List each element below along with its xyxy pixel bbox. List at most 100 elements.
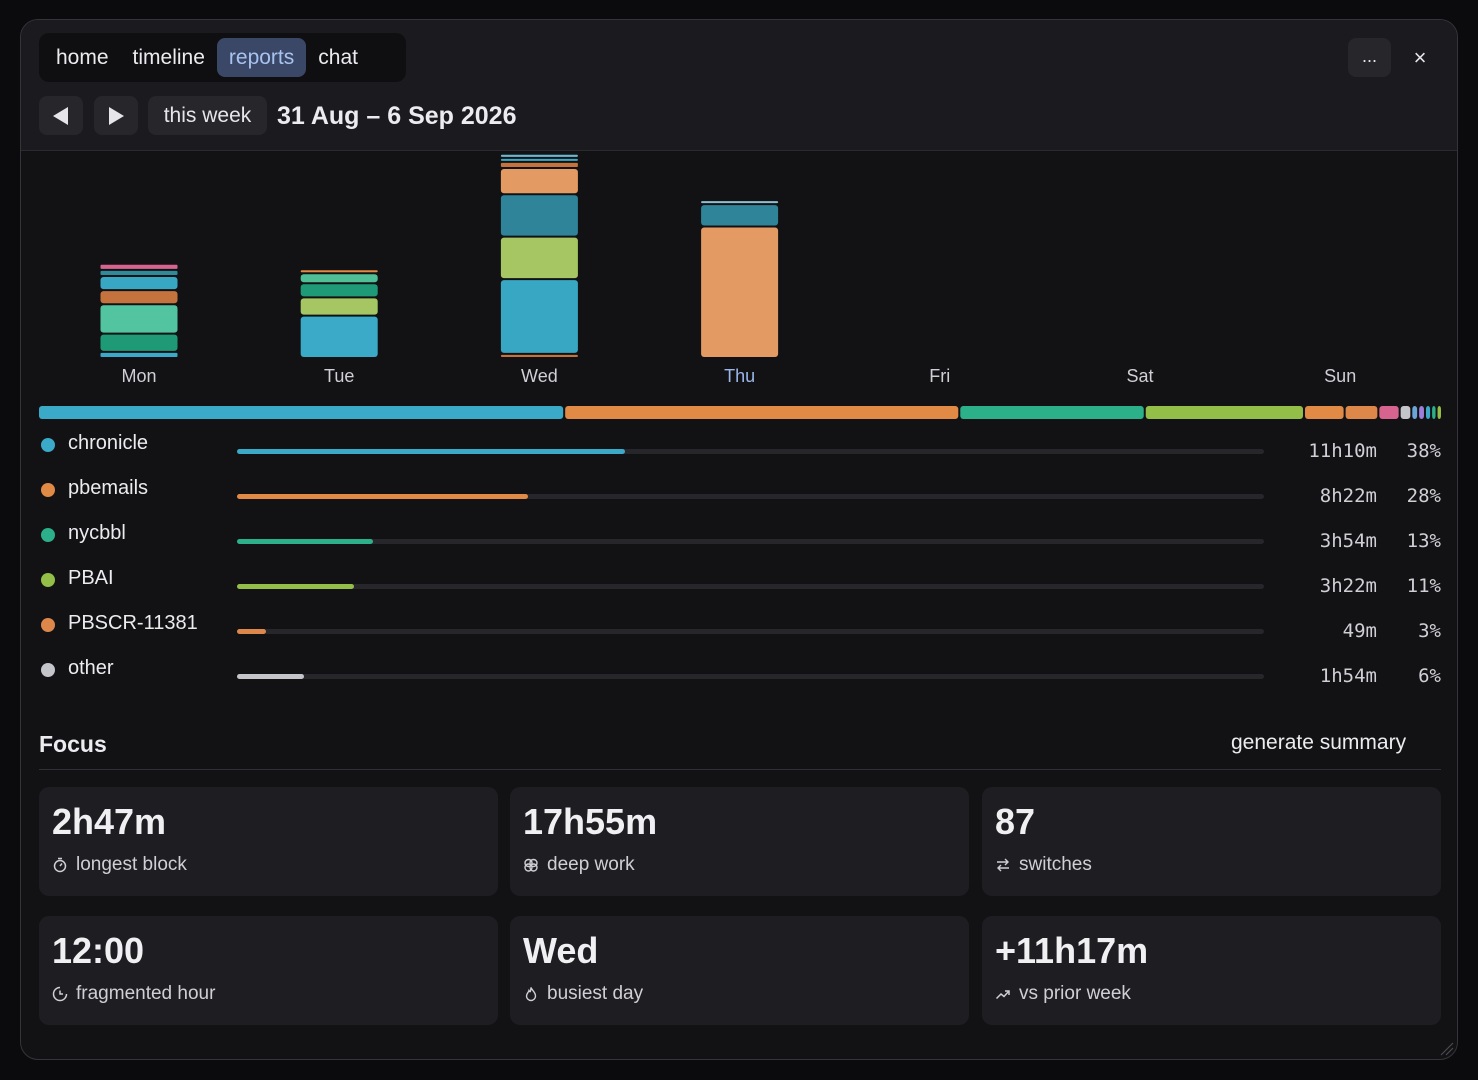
stat-label-row: deep work xyxy=(523,854,635,876)
bar-segment-tue[interactable] xyxy=(300,274,378,283)
bar-segment-mon[interactable] xyxy=(100,334,178,351)
category-duration: 1h54m xyxy=(1319,665,1377,687)
category-progress-fill xyxy=(237,629,266,634)
tab-home[interactable]: home xyxy=(56,46,109,69)
category-percent: 38% xyxy=(1406,440,1441,462)
bar-segment-tue[interactable] xyxy=(300,298,378,315)
bar-segment-thu[interactable] xyxy=(701,201,779,204)
bar-segment-thu[interactable] xyxy=(701,227,779,357)
triangle-left-icon xyxy=(53,106,68,125)
category-dot xyxy=(41,438,55,452)
bar-segment-mon[interactable] xyxy=(100,270,178,276)
category-percent: 11% xyxy=(1406,575,1441,597)
category-progress-track xyxy=(237,584,1264,589)
bar-segment-tue[interactable] xyxy=(300,270,378,273)
overall-bar-segment[interactable] xyxy=(1345,406,1378,419)
category-row-pbscr-11381[interactable]: PBSCR-11381 49m 3% xyxy=(39,608,1441,653)
bar-segment-mon[interactable] xyxy=(100,264,178,269)
category-name: PBAI xyxy=(68,567,114,589)
category-dot xyxy=(41,573,55,587)
stat-card-fragmented-hour: 12:00 fragmented hour xyxy=(39,916,498,1025)
category-progress-track xyxy=(237,539,1264,544)
stat-value: 87 xyxy=(995,801,1036,842)
overall-bar-segment[interactable] xyxy=(1412,406,1418,419)
tab-reports[interactable]: reports xyxy=(216,38,307,77)
flame-icon xyxy=(523,986,539,1002)
bar-segment-wed[interactable] xyxy=(500,237,578,279)
overall-bar-segment[interactable] xyxy=(39,406,564,419)
category-progress-fill xyxy=(237,449,626,454)
overall-bar-segment[interactable] xyxy=(1379,406,1399,419)
bar-segment-wed[interactable] xyxy=(500,354,578,357)
day-label-mon: Mon xyxy=(121,366,156,386)
overall-bar-segment[interactable] xyxy=(1304,406,1344,419)
category-duration: 49m xyxy=(1342,620,1377,642)
category-row-pbai[interactable]: PBAI 3h22m 11% xyxy=(39,563,1441,608)
reports-window: home timeline reports chat ... × this we… xyxy=(20,19,1458,1060)
category-duration: 3h22m xyxy=(1319,575,1377,597)
next-week-button[interactable] xyxy=(94,96,138,135)
category-row-chronicle[interactable]: chronicle 11h10m 38% xyxy=(39,428,1441,473)
stat-value: +11h17m xyxy=(995,930,1149,971)
category-row-pbemails[interactable]: pbemails 8h22m 28% xyxy=(39,473,1441,518)
category-row-nycbbl[interactable]: nycbbl 3h54m 13% xyxy=(39,518,1441,563)
stat-card-busiest-day: Wed busiest day xyxy=(510,916,969,1025)
tab-bar: home timeline reports chat xyxy=(39,33,406,82)
stat-label: fragmented hour xyxy=(76,983,216,1004)
overall-bar-segment[interactable] xyxy=(1145,406,1303,419)
category-name: chronicle xyxy=(68,432,149,454)
stat-label: deep work xyxy=(547,854,635,875)
arrows-swap-icon xyxy=(995,857,1011,873)
category-progress-fill xyxy=(237,539,373,544)
overall-bar-segment[interactable] xyxy=(1400,406,1411,419)
overall-bar-segment[interactable] xyxy=(1437,406,1441,419)
stat-label: busiest day xyxy=(547,983,644,1004)
bar-segment-mon[interactable] xyxy=(100,352,178,357)
stat-value: 2h47m xyxy=(52,801,167,842)
overall-bar-segment[interactable] xyxy=(1419,406,1424,419)
stat-label: switches xyxy=(1019,854,1092,875)
overall-bar-segment[interactable] xyxy=(565,406,959,419)
bar-segment-wed[interactable] xyxy=(500,195,578,236)
generate-summary-button[interactable]: generate summary xyxy=(1231,731,1407,754)
category-progress-track xyxy=(237,674,1264,679)
stat-card-vs-prior-week: +11h17m vs prior week xyxy=(982,916,1441,1025)
overall-bar-segment[interactable] xyxy=(1432,406,1436,419)
resize-grip-icon[interactable] xyxy=(1437,1039,1455,1057)
category-name: PBSCR-11381 xyxy=(68,612,198,634)
this-week-button[interactable]: this week xyxy=(148,96,267,135)
category-row-other[interactable]: other 1h54m 6% xyxy=(39,653,1441,698)
category-percent: 3% xyxy=(1418,620,1441,642)
more-options-button[interactable]: ... xyxy=(1348,38,1391,77)
bar-segment-wed[interactable] xyxy=(500,169,578,194)
stat-label-row: fragmented hour xyxy=(52,983,215,1005)
bar-segment-mon[interactable] xyxy=(100,291,178,304)
bar-segment-tue[interactable] xyxy=(300,284,378,297)
day-label-sat: Sat xyxy=(1126,366,1153,386)
category-progress-track xyxy=(237,494,1264,499)
category-duration: 3h54m xyxy=(1319,530,1377,552)
bar-segment-wed[interactable] xyxy=(500,162,578,168)
bar-segment-wed[interactable] xyxy=(500,158,578,161)
stat-card-deep-work: 17h55m deep work xyxy=(510,787,969,896)
day-label-wed: Wed xyxy=(521,366,558,386)
close-button[interactable]: × xyxy=(1413,45,1427,70)
bar-segment-wed[interactable] xyxy=(500,280,578,353)
day-label-tue: Tue xyxy=(324,366,354,386)
stat-card-switches: 87 switches xyxy=(982,787,1441,896)
overall-bar-segment[interactable] xyxy=(1425,406,1431,419)
tab-timeline[interactable]: timeline xyxy=(132,46,205,69)
stat-label-row: longest block xyxy=(52,854,187,876)
bar-segment-mon[interactable] xyxy=(100,277,178,290)
overall-bar-segment[interactable] xyxy=(960,406,1144,419)
bar-segment-thu[interactable] xyxy=(701,205,779,226)
bar-segment-mon[interactable] xyxy=(100,305,178,333)
stat-value: 12:00 xyxy=(52,930,145,971)
date-range-label: 31 Aug – 6 Sep 2026 xyxy=(277,102,517,130)
category-progress-fill xyxy=(237,674,304,679)
weekly-stacked-bar-chart: Mon Tue Wed Thu Fri Sat Sun xyxy=(100,154,1356,386)
bar-segment-wed[interactable] xyxy=(500,154,578,157)
bar-segment-tue[interactable] xyxy=(300,316,378,357)
tab-chat[interactable]: chat xyxy=(318,46,358,69)
previous-week-button[interactable] xyxy=(39,96,83,135)
